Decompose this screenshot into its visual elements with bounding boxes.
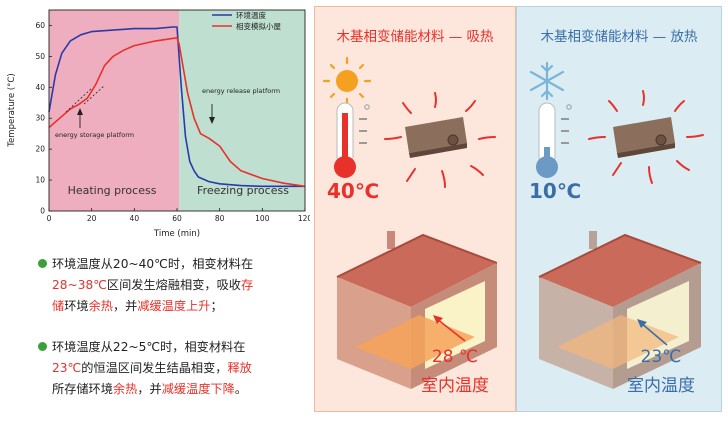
release-room-label: 室内温度 (627, 376, 695, 396)
x-tick-label: 120 (298, 214, 310, 223)
bullet2-stored: 所存储环境 (52, 382, 113, 396)
bullet1-range: 28~38℃ (52, 278, 107, 292)
room-arrow-release (640, 322, 668, 346)
house-absorb-icon (336, 231, 498, 389)
release-panel-title: 木基相变储能材料 — 放热 (540, 29, 698, 45)
y-tick-label: 20 (35, 145, 45, 154)
bullet2-heat: 余热 (112, 382, 138, 396)
thermometer-cold-icon (536, 102, 572, 178)
x-tick-label: 100 (255, 214, 270, 223)
x-tick-label: 60 (172, 214, 182, 223)
release-annotation: energy release platform (202, 87, 280, 124)
room-arrow-absorb (436, 318, 466, 342)
bullet2-temp: 23℃ (52, 361, 82, 375)
bullet1-env: 环境 (64, 299, 89, 313)
bullet1-and: ，并 (112, 299, 138, 313)
release-outdoor-temp: 10℃ (529, 179, 582, 203)
chart-region-1 (179, 10, 305, 211)
series-line-1 (48, 36, 306, 188)
bullet2-line1: 环境温度从22~5℃时，相变材料在 (52, 340, 246, 354)
series-line-0 (48, 26, 305, 188)
legend-label-house: 相变模拟小屋 (236, 21, 281, 31)
bullet2-slow: 减缓温度下降 (161, 382, 235, 396)
storage-annotation: energy storage platform (55, 85, 134, 139)
temperature-chart: 0 20 40 60 80 100 120 0 10 20 30 40 50 60 energy stor… (7, 9, 310, 239)
x-tick-label: 40 (130, 214, 140, 223)
bullet1-end: ； (210, 299, 223, 313)
x-tick-label: 0 (47, 214, 52, 223)
absorb-panel: 木基相变储能材料 — 吸热 (314, 6, 516, 412)
thermometer-hot-icon (334, 102, 370, 178)
material-board-release-icon (613, 117, 675, 158)
heat-arrows-in-icon (384, 92, 496, 188)
absorb-illustration (322, 56, 498, 389)
bullet1-slow: 减缓温度上升 (137, 299, 211, 313)
sun-icon (322, 56, 372, 106)
region-label-freezing: Freezing process (197, 184, 289, 197)
y-tick-label: 30 (35, 114, 45, 123)
legend-label-ambient: 环境温度 (236, 10, 266, 20)
x-tick-label: 20 (87, 214, 97, 223)
y-tick-label: 0 (40, 207, 45, 216)
y-tick-label: 50 (35, 52, 45, 61)
y-axis-label: Temperature (°C) (7, 73, 17, 147)
region-label-heating: Heating process (68, 184, 157, 197)
y-tick-label: 60 (35, 21, 45, 30)
x-tick-label: 80 (215, 214, 225, 223)
absorb-panel-title: 木基相变储能材料 — 吸热 (336, 29, 494, 45)
bullet1-text: 区间发生熔融相变，吸收 (106, 278, 241, 292)
release-room-temp: 23℃ (640, 347, 682, 367)
storage-annotation-label: energy storage platform (55, 131, 134, 139)
bullet1-heat: 余热 (88, 299, 113, 313)
release-panel: 木基相变储能材料 — 放热 (516, 6, 722, 412)
snowflake-icon (529, 61, 565, 101)
y-tick-label: 10 (35, 176, 45, 185)
bullet1-store1: 存 (240, 278, 254, 292)
chart-region-0 (49, 10, 180, 211)
bullet-absorb: 环境温度从20~40℃时，相变材料在 28~38℃区间发生熔融相变，吸收存 储环… (38, 254, 307, 317)
bullet2-release: 释放 (227, 361, 252, 375)
release-annotation-label: energy release platform (202, 87, 280, 95)
release-illustration (529, 61, 704, 389)
absorb-room-temp: 28 ℃ (431, 347, 479, 367)
absorb-outdoor-temp: 40℃ (327, 179, 380, 203)
y-tick-label: 40 (35, 83, 45, 92)
bullet2-text: 的恒温区间发生结晶相变， (81, 361, 228, 375)
bullet1-line1: 环境温度从20~40℃时，相变材料在 (52, 257, 254, 271)
bullet2-and: ，并 (137, 382, 162, 396)
bullet2-end: 。 (234, 382, 247, 396)
bullet-release: 环境温度从22~5℃时，相变材料在 23℃的恒温区间发生结晶相变，释放 所存储环… (38, 337, 307, 400)
absorb-room-label: 室内温度 (421, 376, 489, 396)
bullet-dot-icon (38, 259, 47, 268)
bullet-dot-icon (38, 342, 47, 351)
material-board-absorb-icon (405, 117, 467, 158)
chart-legend: 环境温度 相变模拟小屋 (212, 10, 281, 31)
x-axis-label: Time (min) (153, 229, 200, 239)
heat-arrows-out-icon (588, 90, 704, 184)
bullet1-store2: 储 (52, 299, 65, 313)
